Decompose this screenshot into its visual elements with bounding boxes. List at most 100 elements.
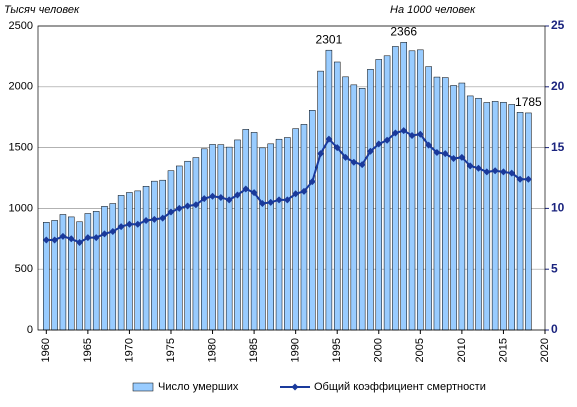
- x-tick-label: 1975: [165, 338, 177, 362]
- y-tick-label: 0: [27, 324, 33, 336]
- bar: [267, 143, 274, 331]
- bar: [483, 102, 491, 331]
- marker: [184, 202, 192, 210]
- marker: [258, 200, 266, 208]
- bar: [433, 76, 441, 331]
- y-tick-label: 1000: [9, 202, 33, 214]
- marker: [117, 223, 125, 231]
- marker: [134, 220, 142, 228]
- left-axis-label: Тысяч человек: [4, 4, 80, 16]
- bar: [234, 139, 241, 331]
- x-tick-label: 2020: [539, 338, 551, 362]
- marker: [275, 196, 283, 204]
- x-tick-label: 1985: [248, 338, 260, 362]
- marker: [416, 130, 424, 138]
- marker: [408, 131, 416, 139]
- marker: [42, 236, 50, 244]
- marker: [358, 161, 366, 169]
- x-tick-label: 1995: [331, 338, 343, 362]
- x-tick-label: 2005: [414, 338, 426, 362]
- marker: [350, 158, 358, 166]
- bar: [250, 132, 258, 331]
- bar: [292, 128, 299, 331]
- marker: [109, 228, 117, 236]
- bar: [225, 146, 233, 331]
- marker: [466, 162, 474, 170]
- bar: [417, 49, 424, 331]
- marker: [400, 127, 408, 135]
- legend-swatch: [132, 382, 154, 392]
- legend-marker: [291, 383, 299, 391]
- bar: [450, 85, 457, 331]
- bar: [466, 95, 474, 331]
- marker: [366, 147, 374, 155]
- bar: [200, 148, 208, 331]
- bar: [242, 129, 250, 331]
- marker: [125, 220, 133, 228]
- marker: [159, 214, 167, 222]
- bar: [117, 195, 125, 331]
- marker: [499, 168, 507, 176]
- legend-label: Число умерших: [158, 381, 239, 393]
- bar: [516, 112, 524, 331]
- bar: [317, 70, 324, 331]
- marker: [450, 155, 458, 163]
- bar: [159, 179, 166, 331]
- bar: [134, 190, 141, 331]
- marker: [51, 236, 59, 244]
- bar: [358, 88, 366, 331]
- bar: [59, 214, 67, 331]
- bar: [325, 49, 333, 331]
- marker: [383, 136, 391, 144]
- bar: [151, 180, 158, 331]
- marker: [59, 232, 67, 240]
- bar: [309, 110, 316, 331]
- marker: [425, 141, 433, 149]
- marker: [524, 175, 532, 183]
- marker: [67, 235, 75, 243]
- bar: [101, 206, 108, 331]
- marker: [433, 148, 441, 156]
- marker: [325, 135, 333, 143]
- marker: [342, 153, 350, 161]
- y2-tick-label: 0: [551, 322, 558, 336]
- bar: [284, 137, 291, 331]
- marker: [283, 196, 291, 204]
- marker: [175, 204, 183, 212]
- bar: [475, 97, 482, 331]
- data-label: 2301: [316, 32, 343, 46]
- bar: [275, 138, 283, 331]
- marker: [491, 167, 499, 175]
- y2-tick-label: 25: [551, 18, 565, 32]
- bar: [425, 66, 432, 331]
- bar: [76, 221, 83, 331]
- x-tick-label: 2015: [497, 338, 509, 362]
- bar: [167, 170, 175, 331]
- x-tick-label: 2000: [373, 338, 385, 362]
- marker: [233, 191, 241, 199]
- marker: [150, 215, 158, 223]
- marker: [84, 234, 92, 242]
- x-tick-label: 1990: [290, 338, 302, 362]
- marker: [142, 217, 150, 225]
- marker: [200, 195, 208, 203]
- bar: [491, 101, 499, 331]
- bar: [184, 160, 191, 331]
- marker: [375, 140, 383, 148]
- plot-frame: [37, 25, 546, 331]
- bar: [300, 124, 308, 331]
- y-tick-label: 1500: [9, 142, 33, 154]
- marker: [100, 230, 108, 238]
- bar: [350, 84, 358, 331]
- bar: [342, 76, 349, 331]
- bar: [68, 216, 75, 331]
- bar: [109, 203, 117, 331]
- bar: [500, 101, 507, 331]
- y-tick-label: 2500: [9, 20, 33, 32]
- bar: [408, 50, 416, 331]
- bar: [367, 69, 374, 331]
- bar: [508, 104, 515, 331]
- y2-tick-label: 5: [551, 261, 558, 275]
- bar: [192, 157, 200, 331]
